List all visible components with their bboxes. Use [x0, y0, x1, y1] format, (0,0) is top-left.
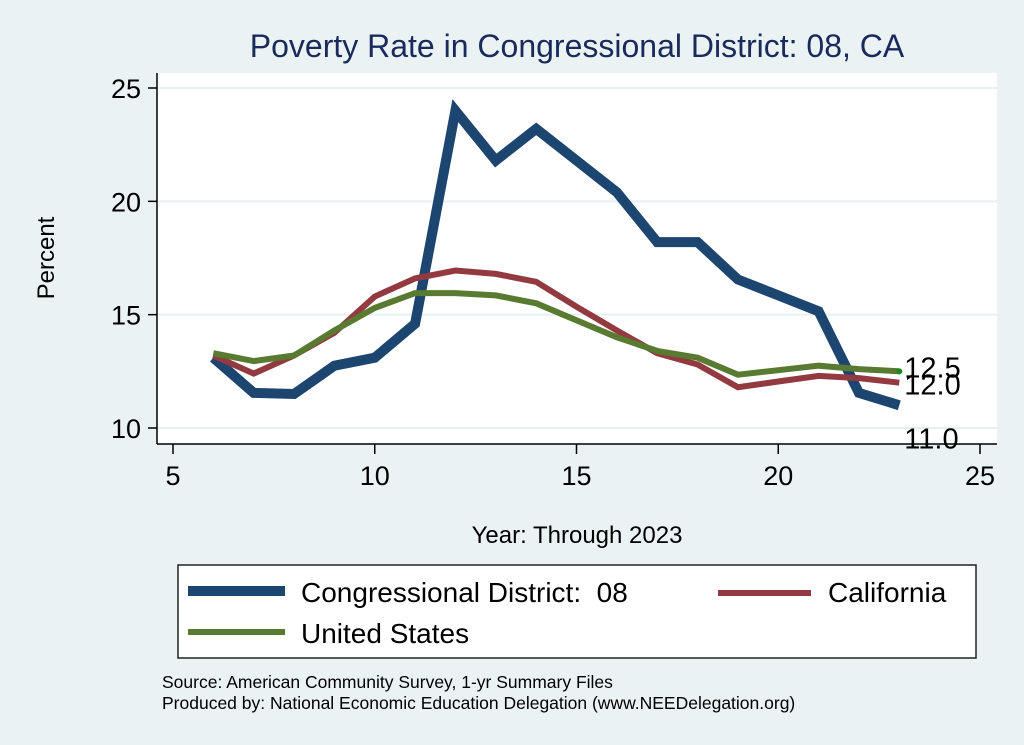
x-tick-label-15: 15 — [561, 461, 591, 491]
chart-title: Poverty Rate in Congressional District: … — [250, 28, 905, 64]
legend-label-cd08: Congressional District: 08 — [301, 577, 628, 608]
x-tick-label-5: 5 — [165, 461, 180, 491]
plot-area — [157, 73, 997, 444]
series-line-united-states — [212, 290, 900, 378]
x-tick-label-10: 10 — [360, 461, 390, 491]
producer-note: Produced by: National Economic Education… — [162, 693, 795, 713]
legend: Congressional District: 08 California Un… — [177, 564, 977, 659]
y-tick-label-25: 25 — [111, 74, 141, 104]
y-axis-label: Percent — [33, 216, 60, 299]
y-tick-label-20: 20 — [111, 187, 141, 217]
x-tick-label-20: 20 — [763, 461, 793, 491]
y-tick-label-10: 10 — [111, 414, 141, 444]
end-labels: 11.0 12.012.5 — [896, 352, 961, 455]
series-line-cd08 — [210, 99, 901, 411]
legend-box — [177, 564, 977, 659]
end-label-california: 12.0 — [904, 370, 960, 402]
legend-label-united-states: United States — [301, 618, 469, 649]
legend-label-california: California — [828, 577, 947, 608]
end-label-united-states: 12.5 — [904, 352, 960, 384]
y-tick-label-15: 15 — [111, 301, 141, 331]
x-axis-ticks: 5 10 15 20 25 — [165, 444, 995, 491]
x-tick-label-25: 25 — [965, 461, 995, 491]
x-axis-label: Year: Through 2023 — [472, 522, 683, 549]
end-marker-united-states — [896, 368, 903, 375]
gridlines — [158, 87, 997, 429]
source-note: Source: American Community Survey, 1-yr … — [162, 672, 613, 692]
series-lines — [210, 99, 901, 411]
end-label-cd08: 11.0 — [904, 423, 958, 455]
y-axis-ticks: 10 15 20 25 — [111, 74, 157, 444]
